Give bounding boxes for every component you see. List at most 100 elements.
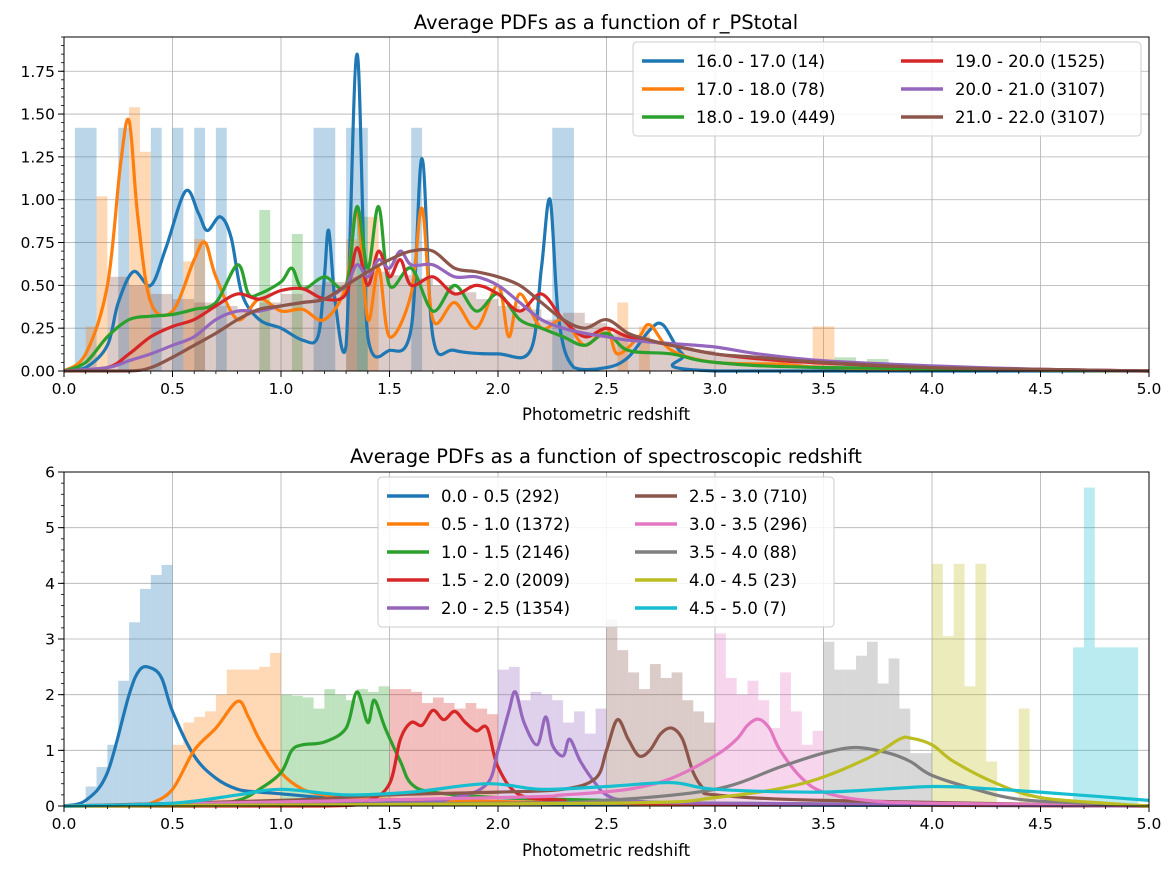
histogram-bar xyxy=(606,619,618,806)
bottom-chart-title: Average PDFs as a function of spectrosco… xyxy=(350,445,862,468)
histogram-bar xyxy=(932,563,943,806)
histogram-bar xyxy=(780,672,791,806)
histogram-bar xyxy=(313,708,325,806)
x-tick-label: 3.5 xyxy=(811,815,836,833)
histogram-bar xyxy=(422,703,433,806)
x-tick-label: 2.0 xyxy=(486,815,511,833)
histogram-bar xyxy=(671,672,683,806)
histogram-bar xyxy=(747,680,759,806)
histogram-bar xyxy=(183,722,195,806)
pdf-curves xyxy=(62,52,1150,373)
legend-entry-label: 16.0 - 17.0 (14) xyxy=(696,52,825,71)
histogram-bar xyxy=(139,588,151,806)
histogram-bar xyxy=(736,694,748,806)
x-tick-label: 3.5 xyxy=(811,380,836,398)
histogram-bar xyxy=(237,669,249,806)
histogram-bar xyxy=(205,711,216,806)
y-tick-label: 0.75 xyxy=(20,234,55,252)
x-tick-label: 4.0 xyxy=(920,815,945,833)
histogram-bar xyxy=(660,677,672,806)
legend-entry-label: 1.0 - 1.5 (2146) xyxy=(441,543,570,562)
histogram-bar xyxy=(704,722,715,806)
histogram-bar xyxy=(942,636,954,806)
histogram-bar xyxy=(639,326,650,371)
histogram-bar xyxy=(541,319,564,371)
x-tick-label: 4.5 xyxy=(1028,815,1053,833)
histogram-bar xyxy=(584,733,596,806)
x-tick-label: 4.5 xyxy=(1028,380,1053,398)
histogram-bar xyxy=(953,563,965,806)
histogram-bar xyxy=(215,694,227,806)
histogram-bar xyxy=(161,564,173,806)
histogram-bar xyxy=(628,336,650,371)
histogram-bar xyxy=(986,761,998,806)
legend-entry-label: 0.5 - 1.0 (1372) xyxy=(441,515,570,534)
histogram-bar xyxy=(888,658,900,806)
histogram-bar xyxy=(530,691,542,806)
histogram-bar xyxy=(1073,647,1084,806)
top-chart-title: Average PDFs as a function of r_PStotal xyxy=(414,11,798,34)
legend-entry-label: 1.5 - 2.0 (2009) xyxy=(441,571,570,590)
y-tick-label: 6 xyxy=(45,464,55,482)
top-chart-panel: Average PDFs as a function of r_PStotal … xyxy=(20,11,1161,424)
histogram-bar xyxy=(487,714,498,806)
pdf-curve xyxy=(63,247,1150,373)
y-tick-label: 1.75 xyxy=(20,63,55,81)
histogram-bar xyxy=(346,276,368,371)
x-tick-label: 5.0 xyxy=(1137,380,1162,398)
legend-entry-label: 2.5 - 3.0 (710) xyxy=(689,487,808,506)
histogram-bar xyxy=(237,311,260,371)
legend-box xyxy=(632,41,1142,137)
histogram-bar xyxy=(617,302,629,371)
histogram-bar xyxy=(194,239,206,371)
histogram-bar xyxy=(595,708,607,806)
legend-box xyxy=(377,476,835,628)
histogram-bar xyxy=(96,196,108,371)
histogram-bar xyxy=(226,669,238,806)
histogram-bar xyxy=(324,689,336,806)
histogram-bar xyxy=(259,666,271,806)
histogram-bar xyxy=(270,652,281,806)
histogram-bar xyxy=(1083,487,1095,806)
histogram-bar xyxy=(541,694,553,806)
histogram-bar xyxy=(183,261,195,371)
x-tick-label: 0.5 xyxy=(160,815,185,833)
pdf-curves xyxy=(63,665,1150,808)
legend: 16.0 - 17.0 (14) 17.0 - 18.0 (78) 18.0 - 1… xyxy=(632,41,1142,137)
histogram-bar xyxy=(758,700,770,806)
y-tick-label: 4 xyxy=(45,575,55,593)
histogram-bar xyxy=(74,127,97,372)
histogram-bar xyxy=(302,285,325,371)
histogram-bar xyxy=(790,711,802,806)
pdf-curve xyxy=(63,735,1150,808)
x-tick-label: 2.5 xyxy=(594,815,619,833)
histogram-bar xyxy=(281,293,303,371)
y-tick-label: 3 xyxy=(45,631,55,649)
legend-entry-label: 17.0 - 18.0 (78) xyxy=(696,80,825,99)
histogram-bar xyxy=(649,343,672,371)
histogram-bar xyxy=(248,669,260,806)
x-tick-label: 1.0 xyxy=(269,380,294,398)
histogram-bar xyxy=(118,680,130,806)
x-tick-label: 5.0 xyxy=(1137,815,1162,833)
x-tick-label: 2.0 xyxy=(486,380,511,398)
histogram-bar xyxy=(639,689,650,806)
histogram-bar xyxy=(563,722,574,806)
histogram-bar xyxy=(302,697,314,806)
histogram-bar xyxy=(498,669,509,806)
legend-entry-label: 18.0 - 19.0 (449) xyxy=(696,108,836,127)
legend-entry-label: 21.0 - 22.0 (3107) xyxy=(955,108,1105,127)
legend: 0.0 - 0.5 (292) 0.5 - 1.0 (1372) 1.0 - 1.5… xyxy=(377,476,835,628)
y-tick-label: 0.00 xyxy=(20,363,55,381)
y-tick-label: 1.50 xyxy=(20,106,55,124)
histogram-bar xyxy=(508,666,520,806)
histogram-bar xyxy=(845,669,857,806)
histogram-bar xyxy=(432,697,444,806)
histogram-bar xyxy=(259,302,281,371)
histogram-bar xyxy=(856,655,867,806)
histogram-bar xyxy=(823,641,835,806)
y-tick-label: 1.25 xyxy=(20,148,55,166)
histogram-bar xyxy=(812,730,824,806)
histogram-bar xyxy=(649,664,661,806)
x-tick-label: 1.5 xyxy=(377,815,402,833)
